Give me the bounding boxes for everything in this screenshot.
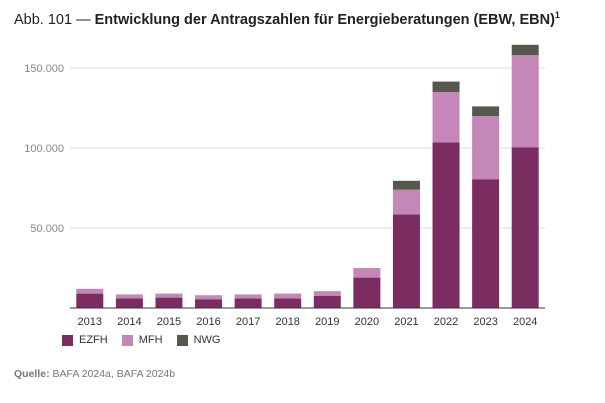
bar-mfh-2018 [274,293,302,299]
x-tick-label: 2022 [434,316,458,328]
bar-mfh-2016 [195,295,223,300]
bar-mfh-2022 [432,92,460,143]
title-prefix: Abb. 101 — [14,11,91,28]
x-tick-label: 2015 [157,316,181,328]
bar-mfh-2021 [392,189,420,215]
title-footnote: 1 [554,10,560,20]
bar-mfh-2019 [313,291,341,296]
legend-swatch-nwg [176,334,188,346]
x-tick-label: 2019 [315,316,339,328]
bar-mfh-2020 [353,268,381,278]
chart-title: Abb. 101 — Entwicklung der Antragszahlen… [14,10,560,28]
y-tick-label: 100.000 [24,143,64,155]
bar-ezfh-2015 [155,297,183,308]
x-tick-label: 2024 [513,316,537,328]
x-tick-label: 2018 [275,316,299,328]
source-text: BAFA 2024a, BAFA 2024b [52,368,176,380]
legend-label-ezfh: EZFH [79,334,108,346]
legend: EZFH MFH NWG [62,334,220,346]
bar-ezfh-2021 [392,214,420,308]
bar-ezfh-2017 [234,298,262,308]
bar-ezfh-2024 [511,147,539,308]
legend-item-mfh: MFH [121,334,163,346]
x-tick-label: 2016 [196,316,220,328]
bars [76,44,539,308]
bar-mfh-2017 [234,294,262,299]
legend-item-nwg: NWG [176,334,221,346]
legend-swatch-ezfh [62,334,73,346]
bar-mfh-2013 [76,288,104,294]
bar-ezfh-2019 [313,296,341,308]
bar-ezfh-2013 [76,293,104,308]
legend-label-mfh: MFH [138,334,163,346]
bar-ezfh-2014 [115,298,143,308]
gridlines [70,67,545,229]
bar-ezfh-2016 [195,299,223,308]
bar-nwg-2023 [472,106,500,116]
title-main: Entwicklung der Antragszahlen für Energi… [94,11,555,28]
y-tick-label: 150.000 [24,63,64,75]
bar-mfh-2024 [511,55,539,148]
bar-mfh-2014 [115,294,143,299]
legend-label-nwg: NWG [193,334,221,346]
bar-ezfh-2020 [353,277,381,308]
source-note: Quelle: BAFA 2024a, BAFA 2024b [14,368,175,380]
bar-ezfh-2022 [432,142,460,308]
bar-mfh-2015 [155,293,183,298]
source-label: Quelle: [14,368,50,380]
legend-swatch-mfh [121,334,133,346]
y-tick-label: 50.000 [30,223,64,235]
bar-nwg-2021 [392,180,420,190]
bar-nwg-2022 [432,81,460,92]
x-tick-label: 2013 [78,316,102,328]
x-tick-label: 2017 [236,316,260,328]
x-tick-label: 2020 [355,316,379,328]
x-tick-label: 2023 [473,316,497,328]
bar-nwg-2024 [511,44,539,56]
bar-ezfh-2018 [274,298,302,308]
bar-ezfh-2023 [472,179,500,308]
x-tick-label: 2014 [117,316,141,328]
legend-item-ezfh: EZFH [62,334,108,346]
bar-mfh-2023 [472,116,500,180]
axes: 50.000 100.000 150.000 2013 2014 2015 2016 2017… [24,63,545,328]
x-tick-label: 2021 [394,316,418,328]
